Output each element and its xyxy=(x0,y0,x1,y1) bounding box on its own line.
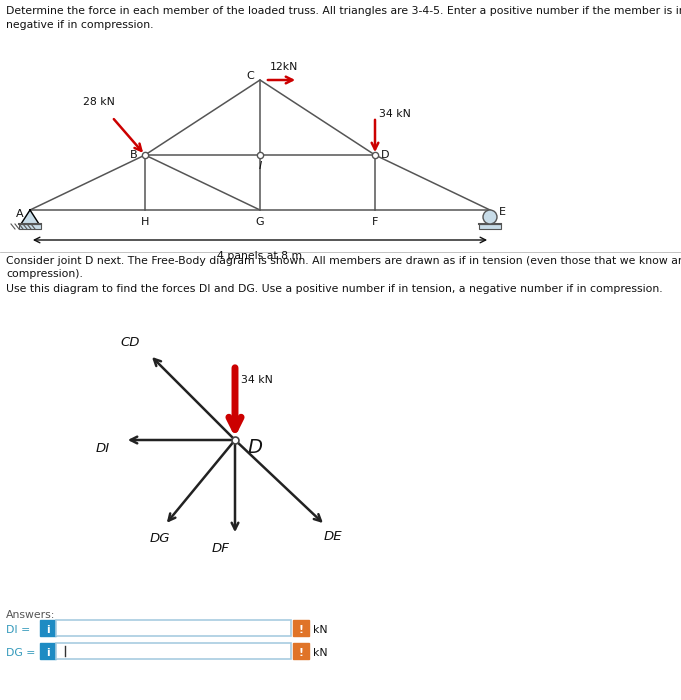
Text: C: C xyxy=(246,71,254,81)
FancyBboxPatch shape xyxy=(293,643,309,659)
Polygon shape xyxy=(21,210,39,224)
Bar xyxy=(19,224,41,229)
Text: H: H xyxy=(141,217,149,227)
Text: E: E xyxy=(498,207,505,217)
Text: Answers:: Answers: xyxy=(6,610,55,620)
Text: A: A xyxy=(16,209,24,219)
Text: 34 kN: 34 kN xyxy=(241,375,273,385)
Text: CD: CD xyxy=(121,337,140,349)
Bar xyxy=(479,224,501,229)
Text: D: D xyxy=(247,438,262,457)
Text: I: I xyxy=(258,161,262,171)
FancyBboxPatch shape xyxy=(293,620,309,636)
Text: Determine the force in each member of the loaded truss. All triangles are 3-4-5.: Determine the force in each member of th… xyxy=(6,6,681,16)
Text: i: i xyxy=(46,625,50,635)
Text: compression).: compression). xyxy=(6,269,83,279)
Text: !: ! xyxy=(298,625,304,635)
FancyBboxPatch shape xyxy=(56,620,291,636)
Text: Use this diagram to find the forces DI and DG. Use a positive number if in tensi: Use this diagram to find the forces DI a… xyxy=(6,284,663,294)
Text: B: B xyxy=(130,150,138,160)
Text: DF: DF xyxy=(212,542,230,556)
FancyBboxPatch shape xyxy=(40,620,56,636)
Text: negative if in compression.: negative if in compression. xyxy=(6,20,153,30)
Text: 4 panels at 8 m: 4 panels at 8 m xyxy=(217,251,302,261)
Circle shape xyxy=(483,210,497,224)
FancyBboxPatch shape xyxy=(40,643,56,659)
Text: 12kN: 12kN xyxy=(270,62,298,72)
Text: F: F xyxy=(372,217,378,227)
Text: 34 kN: 34 kN xyxy=(379,109,411,119)
Text: DI: DI xyxy=(96,442,110,454)
Text: kN: kN xyxy=(313,648,328,658)
Text: DG: DG xyxy=(150,533,170,545)
Text: 28 kN: 28 kN xyxy=(83,97,115,107)
Text: i: i xyxy=(46,648,50,658)
Text: G: G xyxy=(255,217,264,227)
Text: DE: DE xyxy=(323,531,343,543)
FancyBboxPatch shape xyxy=(56,643,291,659)
Text: Consider joint D next. The Free-Body diagram is shown. All members are drawn as : Consider joint D next. The Free-Body dia… xyxy=(6,256,681,266)
Text: kN: kN xyxy=(313,625,328,635)
Text: !: ! xyxy=(298,648,304,658)
Text: DG =: DG = xyxy=(6,648,35,658)
Text: DI =: DI = xyxy=(6,625,30,635)
Text: D: D xyxy=(381,150,390,160)
